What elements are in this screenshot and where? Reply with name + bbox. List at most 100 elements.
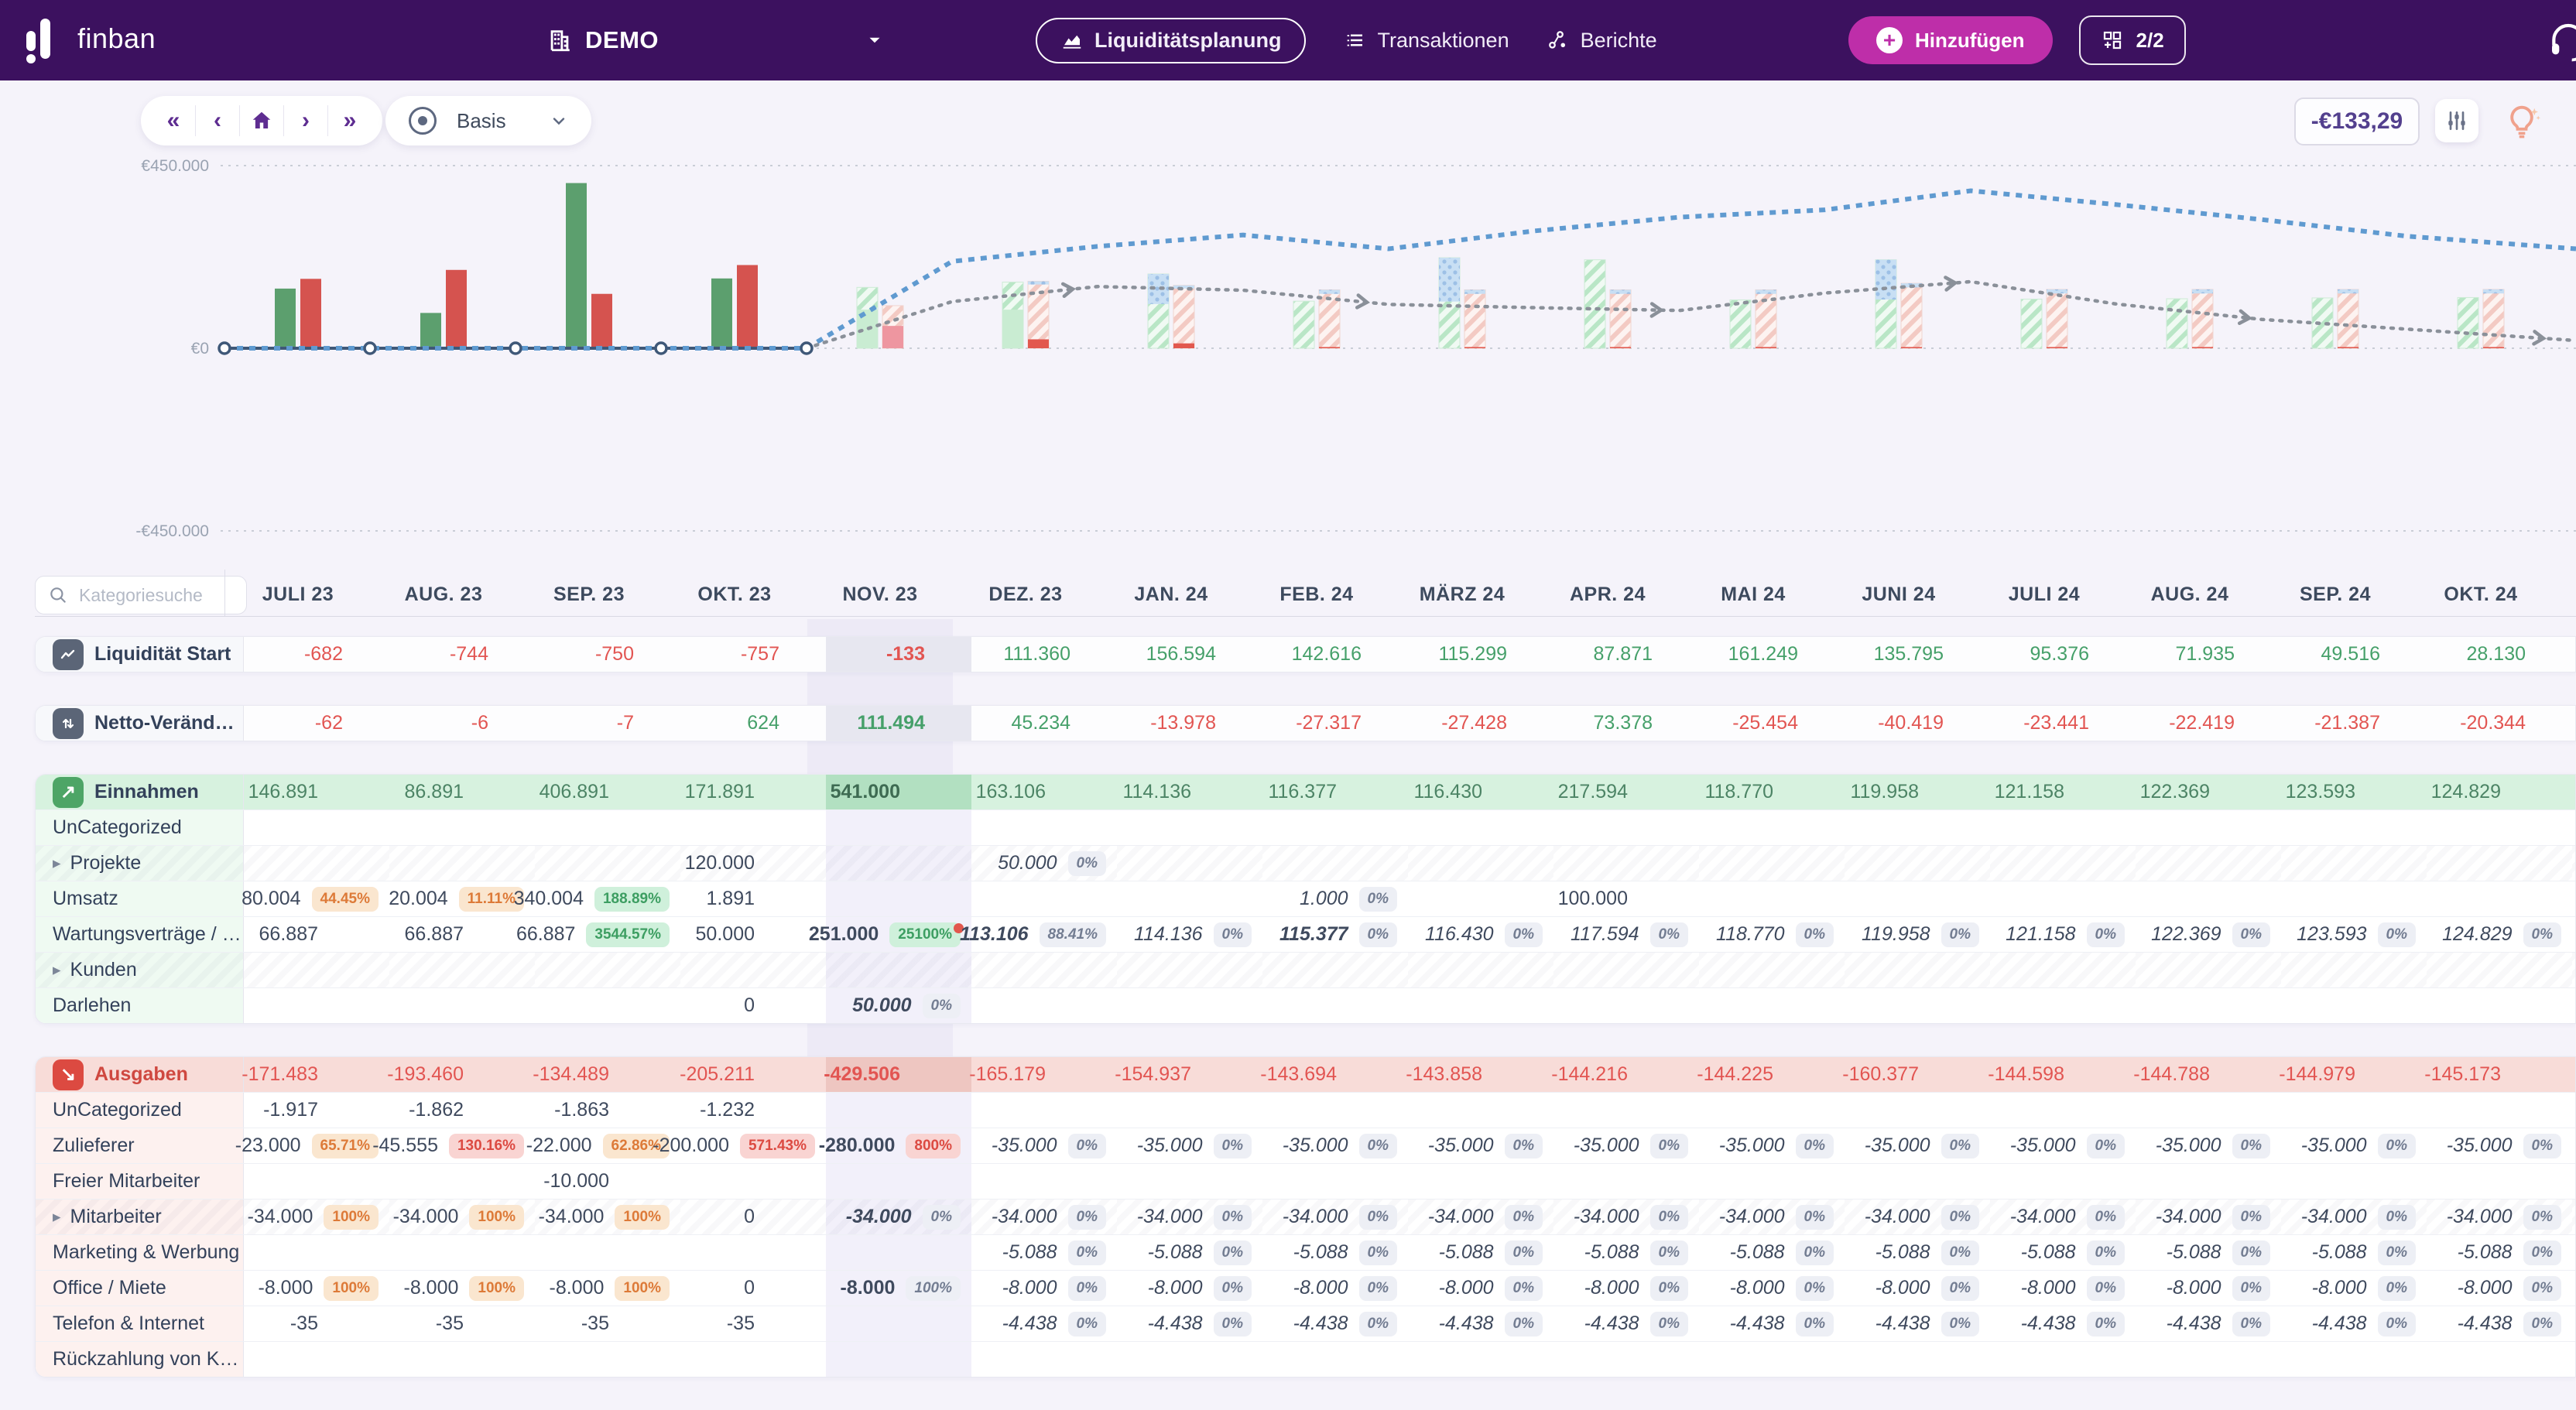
value-cell[interactable]: -34.000 100%	[535, 1200, 680, 1234]
value-cell[interactable]: 406.891	[535, 775, 680, 809]
value-cell[interactable]	[1117, 1342, 1262, 1377]
value-cell[interactable]: -5.088 0%	[1408, 1235, 1553, 1270]
value-cell[interactable]	[680, 1164, 826, 1199]
value-cell[interactable]	[2427, 1164, 2572, 1199]
value-cell[interactable]	[1845, 846, 1990, 881]
tab-berichte[interactable]: Berichte	[1547, 29, 1657, 53]
value-cell[interactable]: -8.000 100%	[389, 1271, 535, 1306]
value-cell[interactable]: -429.506	[824, 1057, 971, 1092]
value-cell[interactable]	[535, 988, 680, 1023]
value-cell[interactable]: 541.000	[826, 775, 971, 809]
value-cell[interactable]	[1845, 1093, 1990, 1128]
value-cell[interactable]: -1.232	[680, 1093, 826, 1128]
value-cell[interactable]	[2427, 1342, 2572, 1377]
value-cell[interactable]: -144.216	[1551, 1057, 1699, 1092]
value-cell[interactable]: -34.000 0%	[826, 1200, 971, 1234]
value-cell[interactable]	[1262, 810, 1408, 845]
value-cell[interactable]: -34.000 100%	[244, 1200, 389, 1234]
value-cell[interactable]	[1262, 988, 1408, 1023]
value-cell[interactable]: -34.000 0%	[2281, 1200, 2427, 1234]
value-cell[interactable]: 95.376	[1990, 637, 2136, 672]
value-cell[interactable]	[680, 1342, 826, 1377]
value-cell[interactable]	[1845, 953, 1990, 987]
value-cell[interactable]: -757	[680, 637, 826, 672]
value-cell[interactable]	[1845, 810, 1990, 845]
value-cell[interactable]: 1.000 0%	[1262, 881, 1408, 916]
value-cell[interactable]	[1990, 846, 2136, 881]
value-cell[interactable]	[1990, 881, 2136, 916]
value-cell[interactable]	[2427, 1093, 2572, 1128]
value-cell[interactable]: 117.594 0%	[1553, 917, 1699, 952]
value-cell[interactable]: -20.344	[2427, 706, 2572, 741]
row-label-cell[interactable]: Wartungsverträge / S...	[36, 917, 244, 952]
row-label-cell[interactable]: Umsatz	[36, 881, 244, 916]
value-cell[interactable]: -154.937	[1115, 1057, 1262, 1092]
value-cell[interactable]: -4.438 0%	[2136, 1306, 2281, 1341]
value-cell[interactable]: -5.088 0%	[971, 1235, 1117, 1270]
row-label-cell[interactable]: Marketing & Werbung	[36, 1235, 244, 1270]
value-cell[interactable]: -8.000 0%	[1408, 1271, 1553, 1306]
value-cell[interactable]: -165.179	[969, 1057, 1117, 1092]
value-cell[interactable]	[389, 846, 535, 881]
value-cell[interactable]	[535, 953, 680, 987]
value-cell[interactable]: -8.000 100%	[244, 1271, 389, 1306]
value-cell[interactable]: -62	[244, 706, 389, 741]
value-cell[interactable]: -4.438 0%	[1553, 1306, 1699, 1341]
value-cell[interactable]	[535, 1235, 680, 1270]
value-cell[interactable]: -6	[389, 706, 535, 741]
value-cell[interactable]: -34.000 0%	[971, 1200, 1117, 1234]
value-cell[interactable]: 66.887	[244, 917, 389, 952]
value-cell[interactable]: -4.438 0%	[1845, 1306, 1990, 1341]
value-cell[interactable]	[1408, 1342, 1553, 1377]
row-label-cell[interactable]: UnCategorized	[36, 1093, 244, 1128]
insights-bulb-icon[interactable]	[2502, 101, 2542, 141]
value-cell[interactable]: -4.438 0%	[1699, 1306, 1845, 1341]
value-cell[interactable]: -682	[244, 637, 389, 672]
value-cell[interactable]	[1699, 988, 1845, 1023]
value-cell[interactable]: -8.000 0%	[1699, 1271, 1845, 1306]
month-header[interactable]: AUG. 23	[404, 583, 483, 605]
month-header[interactable]: DEZ. 23	[988, 583, 1063, 605]
value-cell[interactable]: -143.858	[1406, 1057, 1553, 1092]
value-cell[interactable]	[1990, 1093, 2136, 1128]
value-cell[interactable]	[1553, 810, 1699, 845]
value-cell[interactable]	[826, 846, 971, 881]
value-cell[interactable]: -143.694	[1260, 1057, 1408, 1092]
value-cell[interactable]: -5.088 0%	[2281, 1235, 2427, 1270]
value-cell[interactable]: -4.438 0%	[2281, 1306, 2427, 1341]
value-cell[interactable]	[826, 953, 971, 987]
value-cell[interactable]: 0	[680, 988, 826, 1023]
value-cell[interactable]: -5.088 0%	[2427, 1235, 2572, 1270]
scenario-select[interactable]: Basis	[385, 96, 591, 145]
value-cell[interactable]: 122.369 0%	[2136, 917, 2281, 952]
value-cell[interactable]: -35	[535, 1306, 680, 1341]
value-cell[interactable]	[826, 1306, 971, 1341]
value-cell[interactable]	[826, 1164, 971, 1199]
value-cell[interactable]: 163.106	[971, 775, 1117, 809]
value-cell[interactable]: 124.829	[2427, 775, 2572, 809]
row-label-cell[interactable]: Telefon & Internet	[36, 1306, 244, 1341]
value-cell[interactable]: 123.593	[2281, 775, 2427, 809]
value-cell[interactable]: 161.249	[1699, 637, 1845, 672]
value-cell[interactable]: 251.000 25100%	[809, 917, 971, 952]
value-cell[interactable]	[2427, 988, 2572, 1023]
value-cell[interactable]: -280.000 800%	[819, 1128, 971, 1163]
value-cell[interactable]: -27.317	[1262, 706, 1408, 741]
value-cell[interactable]: -35.000 0%	[1845, 1128, 1990, 1163]
value-cell[interactable]	[826, 810, 971, 845]
value-cell[interactable]: 73.378	[1553, 706, 1699, 741]
value-cell[interactable]: -4.438 0%	[1262, 1306, 1408, 1341]
value-cell[interactable]: -144.979	[2279, 1057, 2427, 1092]
value-cell[interactable]: 156.594	[1117, 637, 1262, 672]
value-cell[interactable]: -34.000 100%	[389, 1200, 535, 1234]
value-cell[interactable]	[2281, 953, 2427, 987]
value-cell[interactable]: 87.871	[1553, 637, 1699, 672]
value-cell[interactable]: -40.419	[1845, 706, 1990, 741]
last-page-button[interactable]: »	[343, 108, 357, 133]
value-cell[interactable]: -22.000 62.86%	[526, 1128, 680, 1163]
expand-icon[interactable]: ▸	[53, 961, 61, 979]
month-header[interactable]: JAN. 24	[1134, 583, 1208, 605]
value-cell[interactable]: -5.088 0%	[2136, 1235, 2281, 1270]
value-cell[interactable]	[1990, 988, 2136, 1023]
value-cell[interactable]: -34.000 0%	[1553, 1200, 1699, 1234]
